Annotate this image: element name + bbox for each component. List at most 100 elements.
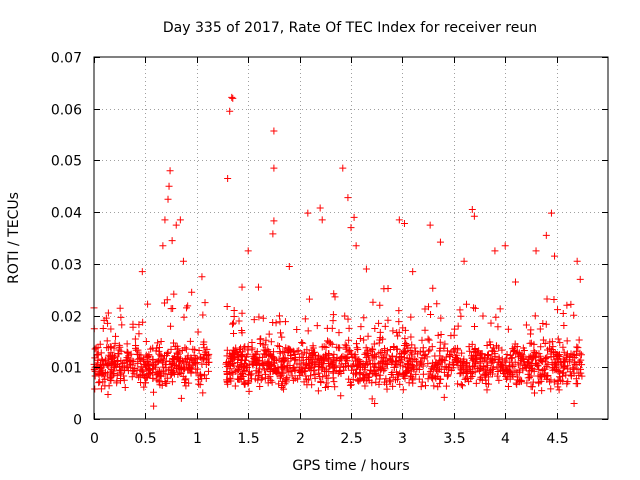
data-point [325, 338, 333, 346]
data-point [266, 373, 274, 381]
x-tick-label: 2.5 [340, 431, 362, 447]
data-point [336, 363, 344, 371]
data-point [486, 341, 494, 349]
data-point [240, 364, 248, 372]
data-point [103, 337, 111, 345]
data-point [223, 371, 231, 379]
data-point [416, 360, 424, 368]
data-point [495, 354, 503, 362]
data-point [161, 299, 169, 307]
data-point [235, 317, 243, 325]
data-point [462, 300, 470, 308]
data-point [425, 303, 433, 311]
data-point [316, 204, 324, 212]
data-point [574, 344, 582, 352]
data-point [553, 350, 561, 358]
data-point [325, 351, 333, 359]
data-point [370, 351, 378, 359]
data-point [372, 372, 380, 380]
data-point [94, 356, 102, 364]
data-point [270, 359, 278, 367]
data-point [318, 216, 326, 224]
data-point [458, 382, 466, 390]
data-point [302, 354, 310, 362]
data-point [524, 370, 532, 378]
data-point [548, 359, 556, 367]
data-point [563, 337, 571, 345]
y-tick-label: 0.01 [51, 361, 82, 377]
x-axis-label: GPS time / hours [292, 458, 409, 474]
data-point [315, 362, 323, 370]
data-point [229, 350, 237, 358]
data-point [386, 376, 394, 384]
data-point [554, 306, 562, 314]
data-point [555, 386, 563, 394]
x-tick-labels: 0 0.5 1 1.5 2 2.5 3 3.5 4 4.5 [90, 431, 569, 447]
data-point [578, 372, 586, 380]
data-point [414, 350, 422, 358]
data-point [341, 341, 349, 349]
data-point [419, 370, 427, 378]
data-point [352, 242, 360, 250]
data-point [105, 351, 113, 359]
data-point [507, 354, 515, 362]
data-point [339, 164, 347, 172]
data-point [298, 339, 306, 347]
data-point [552, 361, 560, 369]
data-point [415, 375, 423, 383]
data-point [245, 378, 253, 386]
data-point [232, 367, 240, 375]
data-point [241, 380, 249, 388]
data-point [164, 195, 172, 203]
data-point [296, 369, 304, 377]
data-point [456, 306, 464, 314]
data-point [279, 348, 287, 356]
data-point [282, 344, 290, 352]
data-point [162, 357, 170, 365]
data-point [376, 375, 384, 383]
data-point [205, 350, 213, 358]
data-point [457, 365, 465, 373]
data-point [424, 375, 432, 383]
data-point [111, 339, 119, 347]
data-point [305, 364, 313, 372]
data-point [279, 363, 287, 371]
data-point [400, 341, 408, 349]
data-point [476, 375, 484, 383]
data-point [172, 221, 180, 229]
data-point [463, 374, 471, 382]
data-point [251, 375, 259, 383]
data-point [317, 378, 325, 386]
data-point [390, 342, 398, 350]
data-point [128, 373, 136, 381]
data-point [115, 346, 123, 354]
data-point [467, 352, 475, 360]
data-point [175, 348, 183, 356]
data-point [487, 319, 495, 327]
data-point [375, 319, 383, 327]
data-point [407, 333, 415, 341]
data-point [344, 315, 352, 323]
data-point [393, 329, 401, 337]
data-point [307, 372, 315, 380]
data-point [235, 353, 243, 361]
x-tick-label: 1 [193, 431, 202, 447]
data-point [410, 366, 418, 374]
data-point [421, 305, 429, 313]
data-point [531, 312, 539, 320]
data-point [177, 394, 185, 402]
data-point [368, 395, 376, 403]
data-point [238, 309, 246, 317]
data-point [483, 386, 491, 394]
data-point [356, 334, 364, 342]
data-point [238, 326, 246, 334]
data-point [402, 363, 410, 371]
data-point [548, 338, 556, 346]
data-point [257, 335, 265, 343]
data-point [245, 387, 253, 395]
data-point [420, 355, 428, 363]
data-point [436, 344, 444, 352]
data-point [535, 366, 543, 374]
data-point [567, 372, 575, 380]
